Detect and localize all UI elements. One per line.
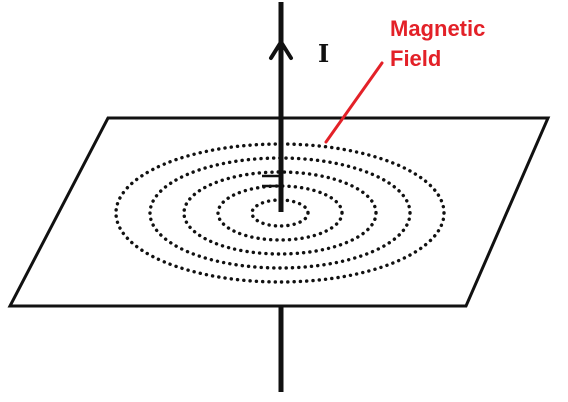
field-label-line2: Field [390,46,441,71]
field-label-line1: Magnetic [390,16,485,41]
field-pointer-line [324,61,384,144]
current-arrow-icon [269,38,293,60]
field-ring [216,184,344,242]
current-label: I [318,39,329,68]
